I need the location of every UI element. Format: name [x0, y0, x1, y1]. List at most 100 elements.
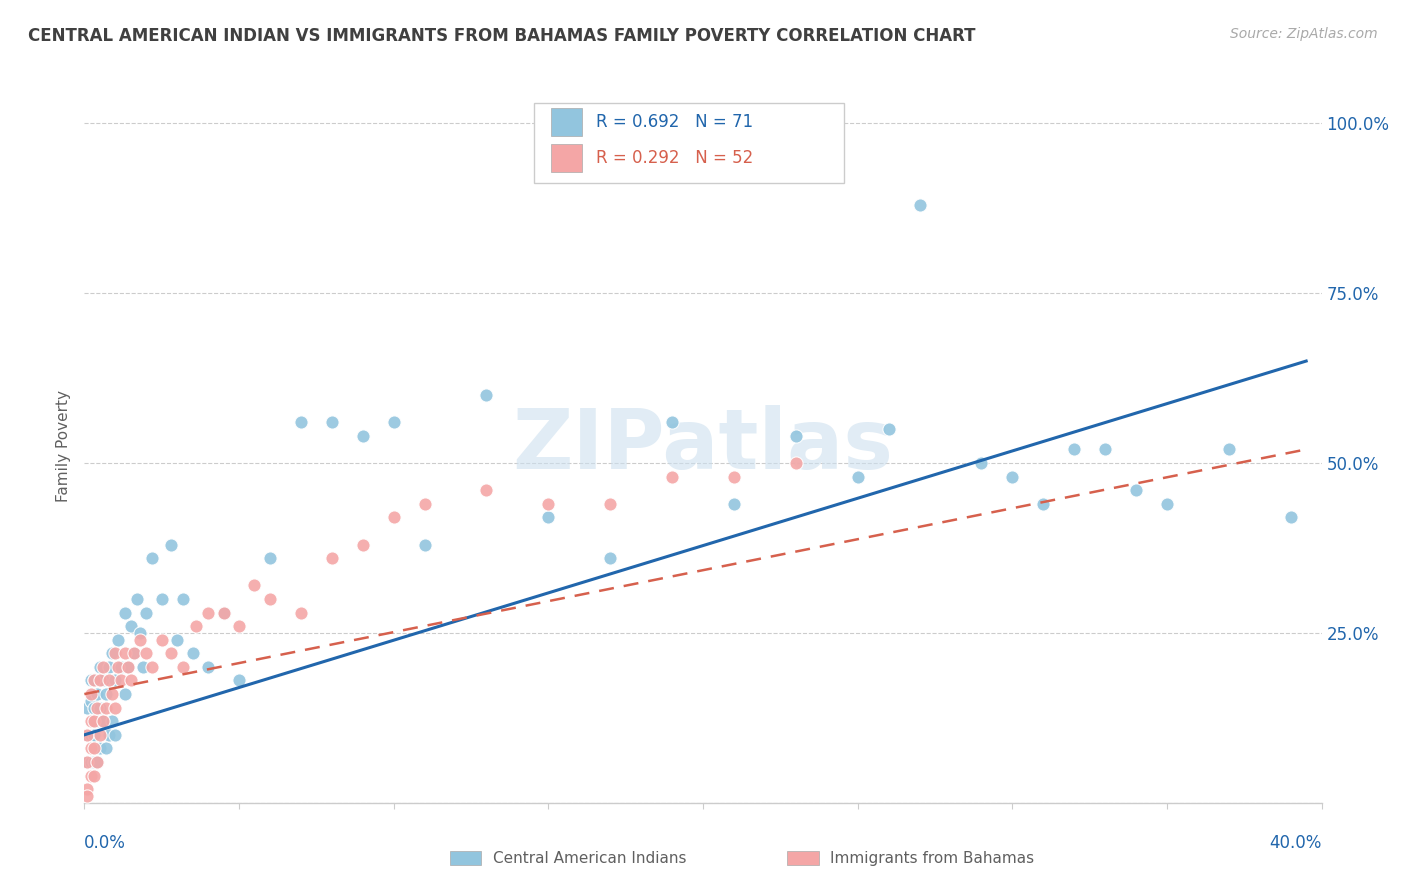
Point	[141, 551, 163, 566]
Point	[79, 687, 101, 701]
Text: Immigrants from Bahamas: Immigrants from Bahamas	[830, 851, 1035, 865]
Point	[79, 755, 101, 769]
Point	[135, 606, 157, 620]
Point	[83, 673, 105, 688]
Point	[104, 673, 127, 688]
Point	[352, 537, 374, 551]
Text: R = 0.292   N = 52: R = 0.292 N = 52	[596, 149, 754, 167]
Point	[141, 660, 163, 674]
Point	[228, 619, 250, 633]
Point	[352, 429, 374, 443]
Point	[83, 673, 105, 688]
Point	[120, 619, 142, 633]
Point	[89, 673, 111, 688]
Point	[785, 429, 807, 443]
Point	[243, 578, 266, 592]
Point	[382, 510, 405, 524]
Text: 0.0%: 0.0%	[84, 834, 127, 852]
Point	[321, 415, 343, 429]
Point	[212, 606, 235, 620]
Point	[599, 551, 621, 566]
Point	[101, 646, 124, 660]
Point	[172, 660, 194, 674]
Point	[413, 497, 436, 511]
Point	[1156, 497, 1178, 511]
Point	[122, 646, 145, 660]
Point	[1125, 483, 1147, 498]
Point	[76, 700, 98, 714]
Point	[83, 755, 105, 769]
Point	[184, 619, 207, 633]
Point	[259, 591, 281, 606]
Point	[86, 700, 108, 714]
Point	[1032, 497, 1054, 511]
Point	[475, 483, 498, 498]
Point	[83, 700, 105, 714]
Point	[89, 700, 111, 714]
Point	[79, 673, 101, 688]
Text: 40.0%: 40.0%	[1270, 834, 1322, 852]
Point	[76, 782, 98, 797]
Point	[382, 415, 405, 429]
Point	[125, 591, 148, 606]
Point	[723, 469, 745, 483]
Point	[79, 741, 101, 756]
Point	[723, 497, 745, 511]
Point	[259, 551, 281, 566]
Point	[89, 728, 111, 742]
Point	[86, 755, 108, 769]
Point	[197, 660, 219, 674]
Point	[197, 606, 219, 620]
Text: Central American Indians: Central American Indians	[492, 851, 686, 865]
Point	[290, 606, 312, 620]
Point	[537, 510, 560, 524]
Point	[129, 632, 152, 647]
Point	[101, 714, 124, 729]
Point	[1001, 469, 1024, 483]
Point	[86, 714, 108, 729]
Point	[1094, 442, 1116, 457]
Point	[91, 714, 114, 729]
Point	[83, 769, 105, 783]
Point	[129, 626, 152, 640]
Point	[1279, 510, 1302, 524]
Point	[83, 728, 105, 742]
Point	[94, 741, 117, 756]
Point	[94, 687, 117, 701]
Point	[104, 700, 127, 714]
Text: Source: ZipAtlas.com: Source: ZipAtlas.com	[1230, 27, 1378, 41]
Point	[150, 632, 173, 647]
Text: R = 0.692   N = 71: R = 0.692 N = 71	[596, 113, 754, 131]
Point	[908, 198, 931, 212]
Point	[160, 646, 183, 660]
Point	[120, 673, 142, 688]
Point	[413, 537, 436, 551]
Point	[89, 660, 111, 674]
Point	[91, 673, 114, 688]
Point	[117, 660, 139, 674]
Point	[475, 388, 498, 402]
Point	[86, 687, 108, 701]
Point	[79, 714, 101, 729]
Point	[661, 469, 683, 483]
Point	[1218, 442, 1240, 457]
Point	[76, 728, 98, 742]
Point	[76, 755, 98, 769]
Point	[76, 728, 98, 742]
Point	[89, 741, 111, 756]
Point	[290, 415, 312, 429]
Point	[114, 606, 136, 620]
Point	[661, 415, 683, 429]
Point	[110, 660, 132, 674]
Point	[877, 422, 900, 436]
Point	[101, 687, 124, 701]
Point	[114, 646, 136, 660]
Text: ZIPatlas: ZIPatlas	[513, 406, 893, 486]
Point	[98, 673, 121, 688]
Point	[212, 606, 235, 620]
Point	[785, 456, 807, 470]
Point	[181, 646, 204, 660]
Point	[114, 687, 136, 701]
Point	[94, 700, 117, 714]
Point	[79, 769, 101, 783]
